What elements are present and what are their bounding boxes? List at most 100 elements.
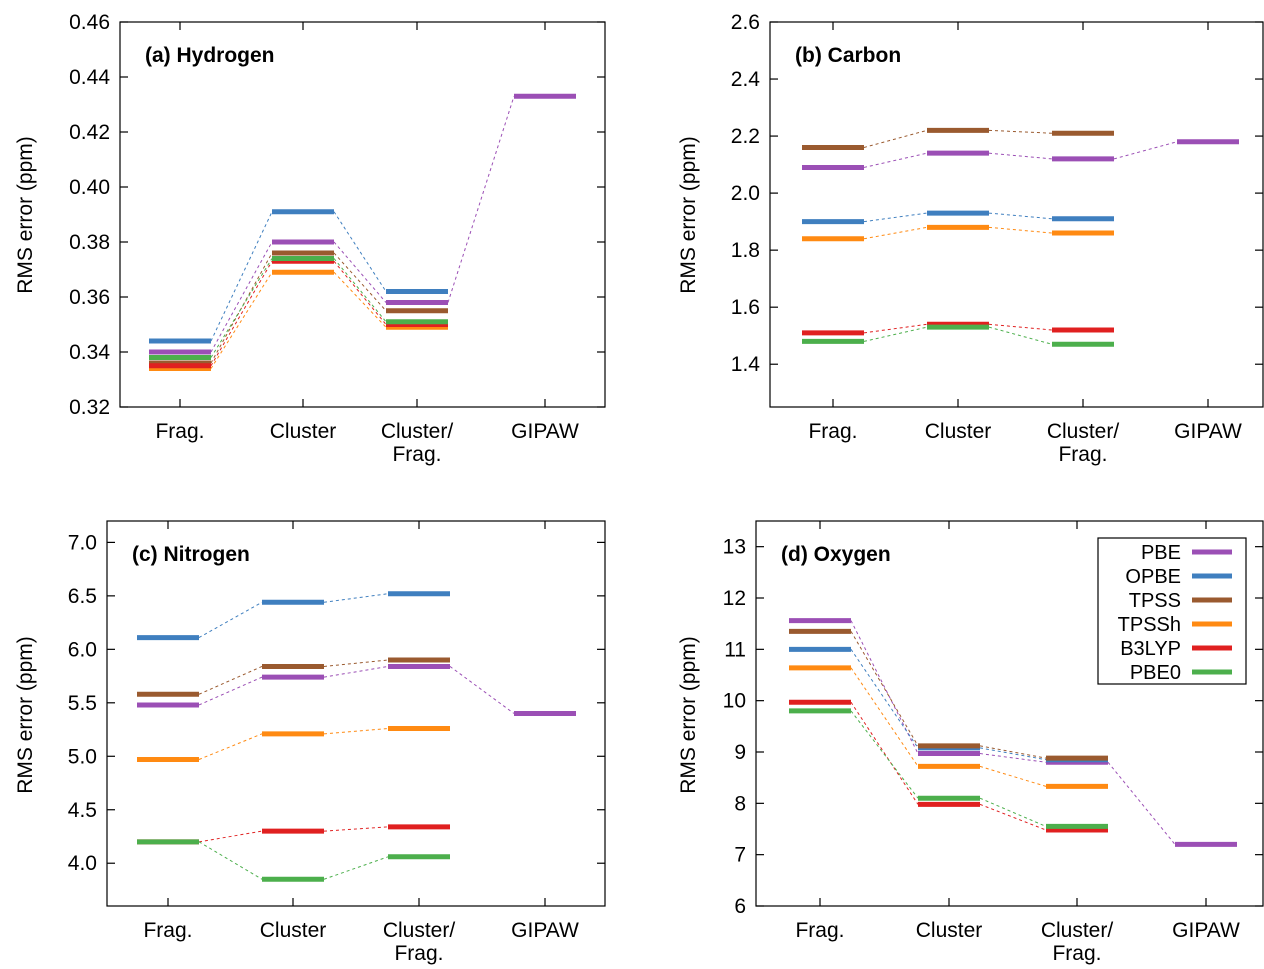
x-tick-label: Frag. (808, 420, 857, 443)
connector-opbe (323, 593, 389, 603)
connector-b3lyp (210, 260, 273, 367)
chart-panel-4: 6 7 8 9 10 11 12 13 Frag. Cluster Cluster/Frag. GIP… (677, 520, 1264, 965)
y-tick-label: 2.4 (731, 68, 761, 91)
connector-opbe (850, 649, 919, 749)
connector-pbe0 (323, 856, 389, 880)
chart-panel-2: 1.4 1.6 1.8 2.0 2.2 2.4 2.6 Frag. Cluster Cluster… (677, 11, 1264, 466)
y-tick-label: 1.4 (731, 353, 761, 376)
y-axis-label: RMS error (ppm) (677, 136, 700, 294)
connector-tpssh (333, 271, 387, 328)
y-tick-label: 0.40 (69, 176, 110, 199)
y-tick-label: 1.8 (731, 239, 760, 262)
x-tick-label-line: GIPAW (511, 420, 579, 443)
y-tick-label: 7.0 (68, 531, 97, 554)
legend-label-pbe0: PBE0 (1130, 662, 1181, 684)
y-tick-label: 0.38 (69, 231, 110, 254)
connector-pbe0 (198, 841, 263, 880)
connector-b3lyp (323, 826, 389, 832)
x-tick-label-line: Cluster (916, 919, 983, 942)
y-tick-label: 2.2 (731, 125, 760, 148)
connector-b3lyp (333, 260, 387, 325)
x-tick-label-line: Frag. (155, 420, 204, 443)
connector-pbe (863, 152, 928, 168)
y-tick-label: 2.6 (731, 11, 760, 34)
y-axis-label: RMS error (ppm) (677, 636, 700, 794)
plot-frame (769, 21, 1264, 408)
x-tick-label-line: GIPAW (511, 919, 579, 942)
connector-pbe (1113, 141, 1178, 160)
connector-pbe (333, 241, 387, 303)
connector-b3lyp (988, 323, 1053, 331)
y-tick-label: 11 (724, 638, 746, 661)
y-tick-label: 13 (723, 536, 746, 559)
x-tick-label: GIPAW (1172, 919, 1240, 942)
y-tick-label: 6.5 (68, 585, 97, 608)
x-tick-label: Cluster (925, 420, 992, 443)
y-tick-label: 5.5 (68, 692, 97, 715)
legend-label-b3lyp: B3LYP (1120, 638, 1181, 660)
connector-tpssh (198, 733, 263, 760)
connector-b3lyp (198, 830, 263, 843)
connector-tpssh (850, 667, 919, 767)
panel-title: (b) Carbon (795, 44, 901, 67)
x-tick-label-line: Cluster/ (1047, 420, 1120, 443)
legend-label-pbe: PBE (1141, 542, 1181, 564)
connector-b3lyp (979, 803, 1047, 831)
connector-opbe (333, 211, 387, 292)
plot-frame (119, 21, 606, 408)
legend-box (1097, 537, 1247, 685)
x-tick-label-line: GIPAW (1174, 420, 1242, 443)
y-tick-label: 10 (723, 690, 746, 713)
x-tick-label-line: Cluster/ (381, 420, 454, 443)
x-tick-label: GIPAW (511, 919, 579, 942)
y-axis-label: RMS error (ppm) (14, 636, 37, 794)
x-tick-label: Frag. (143, 919, 192, 942)
y-tick-label: 0.34 (69, 341, 110, 364)
connector-opbe (988, 212, 1053, 220)
plot-frame (755, 520, 1264, 907)
y-tick-label: 2.0 (731, 182, 760, 205)
x-tick-label-line: Frag. (808, 420, 857, 443)
y-tick-label: 5.0 (68, 745, 97, 768)
connector-pbe (988, 152, 1053, 160)
connector-opbe (198, 601, 263, 639)
connector-b3lyp (850, 701, 919, 805)
connector-pbe0 (333, 258, 387, 323)
connector-pbe0 (863, 326, 928, 342)
y-tick-label: 0.42 (69, 121, 110, 144)
x-tick-label-line: Cluster (260, 919, 327, 942)
connector-opbe (979, 747, 1047, 761)
x-tick-label-line: Frag. (795, 919, 844, 942)
connector-tpss (333, 252, 387, 312)
x-tick-label-line: Cluster/ (383, 919, 456, 942)
connector-pbe (449, 666, 515, 714)
connector-tpss (198, 665, 263, 695)
connector-b3lyp (863, 323, 928, 334)
y-tick-label: 7 (734, 844, 746, 867)
legend-label-tpss: TPSS (1129, 590, 1181, 612)
y-tick-label: 4.5 (68, 799, 97, 822)
plot-frame (106, 520, 606, 907)
x-tick-label: GIPAW (1174, 420, 1242, 443)
connector-tpssh (323, 727, 389, 735)
y-tick-label: 8 (734, 792, 746, 815)
connector-pbe (210, 241, 273, 353)
panel-title: (d) Oxygen (781, 543, 891, 566)
connector-tpss (850, 631, 919, 747)
x-tick-label-line: Cluster (270, 420, 337, 443)
x-tick-label-line: Frag. (394, 942, 443, 965)
y-tick-label: 0.44 (69, 66, 110, 89)
x-tick-label: Cluster/Frag. (1047, 420, 1120, 466)
y-tick-label: 1.6 (731, 296, 760, 319)
x-tick-label: Cluster/Frag. (381, 420, 454, 466)
x-tick-label: Cluster (270, 420, 337, 443)
x-tick-label: Cluster (260, 919, 327, 942)
connector-tpssh (210, 271, 273, 369)
connector-pbe (1107, 761, 1176, 845)
y-tick-label: 4.0 (68, 852, 97, 875)
connector-opbe (863, 212, 928, 223)
y-tick-label: 6 (734, 895, 746, 918)
legend-label-tpssh: TPSSh (1118, 614, 1181, 636)
connector-pbe (198, 676, 263, 706)
